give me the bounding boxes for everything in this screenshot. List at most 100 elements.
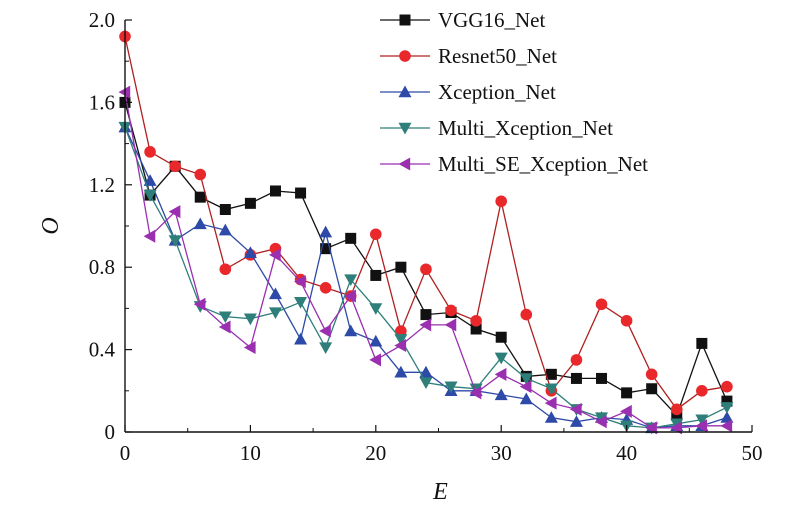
data-point [720, 411, 734, 423]
data-point [394, 365, 408, 378]
data-point [720, 419, 733, 433]
data-point [294, 297, 308, 309]
data-point [544, 383, 558, 396]
data-point [520, 308, 533, 321]
data-point [395, 261, 407, 273]
data-point [395, 325, 407, 337]
data-point [218, 311, 232, 324]
legend-item-resnet50-net: Resnet50_Net [380, 44, 557, 68]
data-point [419, 365, 433, 378]
data-point [369, 334, 383, 347]
data-point [394, 334, 408, 346]
data-point [419, 318, 432, 332]
data-point [144, 146, 156, 158]
y-tick-label: 1.2 [89, 173, 115, 197]
y-tick-label: 0.4 [89, 338, 116, 362]
data-point [695, 419, 708, 433]
data-point [569, 402, 582, 416]
data-point [344, 274, 358, 287]
data-point [494, 388, 508, 401]
data-point [419, 377, 433, 390]
data-point [544, 411, 558, 423]
data-point [345, 232, 357, 244]
data-point [420, 263, 432, 276]
data-point [243, 313, 257, 326]
data-point [620, 314, 633, 327]
x-tick-label: 0 [120, 441, 131, 465]
data-point [168, 205, 181, 219]
legend-marker [398, 157, 411, 171]
x-tick-label: 30 [491, 441, 512, 465]
data-point [469, 386, 482, 400]
data-point [519, 380, 532, 394]
axes-layer: 0 10 20 30 40 50 0 0.4 0.8 1.2 1.6 2.0 [89, 8, 763, 465]
data-point [670, 421, 682, 435]
data-point [268, 248, 281, 262]
data-point [143, 189, 157, 202]
legend-item-xception-net: Xception_Net [380, 80, 556, 104]
data-point [695, 414, 709, 427]
data-point [319, 282, 332, 294]
data-point [545, 368, 557, 380]
data-point [470, 314, 482, 327]
data-point [544, 396, 557, 410]
legend-item-vgg16-net: VGG16_Net [380, 8, 545, 32]
data-point [444, 318, 457, 332]
data-point [670, 403, 683, 416]
data-point [219, 263, 232, 276]
series-layer [118, 30, 734, 435]
legend-label: Resnet50_Net [438, 44, 557, 68]
legend-marker [399, 50, 411, 62]
data-point [696, 385, 708, 397]
y-tick-label: 1.6 [89, 90, 115, 114]
data-point [218, 320, 231, 334]
legend-item-multi-se-xception-net: Multi_SE_Xception_Net [380, 152, 648, 176]
data-point [721, 395, 733, 407]
data-point [143, 229, 156, 243]
data-point [344, 324, 358, 337]
x-tick-label: 40 [616, 441, 637, 465]
data-point [193, 297, 206, 311]
data-point [595, 298, 608, 311]
legend: VGG16_Net Resnet50_Net Xception_Net Multi_X… [380, 8, 648, 176]
data-point [494, 352, 508, 365]
legend-label: Multi_Xception_Net [438, 116, 613, 140]
legend-label: Xception_Net [438, 80, 556, 104]
data-point [394, 338, 407, 352]
data-point [169, 160, 181, 173]
data-point [645, 368, 658, 381]
y-tick-label: 2.0 [89, 8, 115, 32]
legend-marker [399, 14, 411, 26]
legend-marker [398, 85, 412, 98]
data-point [494, 367, 507, 381]
series-multi-se-xception-net [118, 85, 733, 435]
legend-marker [398, 122, 412, 135]
legend-label: VGG16_Net [438, 8, 545, 32]
data-point [645, 421, 657, 435]
x-tick-label: 50 [742, 441, 763, 465]
data-point [193, 217, 207, 230]
data-point [369, 303, 383, 315]
data-point [244, 197, 256, 209]
data-point [344, 289, 356, 303]
data-point [720, 402, 734, 414]
data-point [219, 204, 231, 216]
data-point [268, 307, 282, 320]
data-point [370, 228, 382, 241]
y-axis-title: O [38, 217, 64, 234]
data-point [218, 223, 232, 236]
data-point [269, 185, 281, 197]
data-point [570, 354, 583, 366]
data-point [319, 342, 333, 355]
data-point [495, 331, 507, 343]
data-point [194, 168, 207, 181]
data-point [595, 415, 607, 429]
data-point [569, 415, 583, 427]
data-point [519, 392, 533, 405]
data-point [596, 372, 608, 384]
data-point [294, 332, 308, 345]
data-point [671, 410, 683, 422]
x-tick-label: 20 [365, 441, 386, 465]
